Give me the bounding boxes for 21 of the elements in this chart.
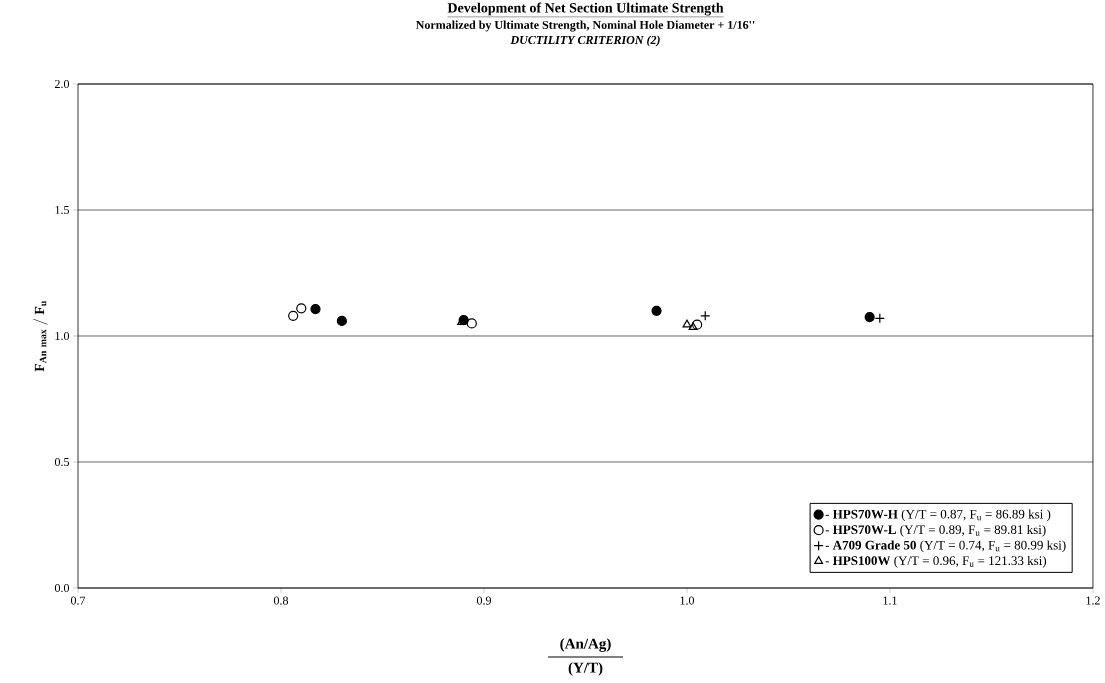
text: (Y/T) [568,662,603,676]
x-tick-label: 0.7 [70,596,86,605]
x-tick-label: 1.2 [1086,596,1100,605]
legend-label: - HPS100W (Y/T = 0.96, F$_{u}$ = 121.33 ksi) [825,555,1047,568]
y-tick-label: 0.5 [54,457,70,467]
y-tick-label: 2.0 [55,79,70,89]
x-tick-label: 1.1 [883,596,897,605]
x-tick-label: 0.9 [476,596,491,605]
chart-title: Development of Net Section Ultimate Strength [447,2,724,16]
legend-label: - A709 Grade 50 (Y/T = 0.74, F$_{u}$ = 80.99 ksi) [825,540,1066,553]
x-tick-label: 1.0 [680,596,695,605]
x-tick-label: 0.8 [273,596,289,605]
legend-label: - HPS70W-L (Y/T = 0.89, F$_{u}$ = 89.81 ksi) [825,524,1046,537]
y-tick-label: 1.5 [55,205,70,215]
legend-label: - HPS70W-H (Y/T = 0.87, F$_{u}$ = 86.89 ksi ) [825,509,1051,522]
text: DUCTILITY CRITERION (2) [510,35,660,47]
y-tick-label: 0.0 [54,583,70,593]
y-axis-title: $\mathbf{F_{An\ max}\ /\ F_{u}}$ [33,300,48,372]
chart-subtitle: Normalized by Ultimate Strength, Nominal Hole Diameter + 1/16'' [415,20,755,32]
x-axis-title: (An/Ag) [560,638,611,652]
y-tick-label: 1.0 [55,331,70,341]
